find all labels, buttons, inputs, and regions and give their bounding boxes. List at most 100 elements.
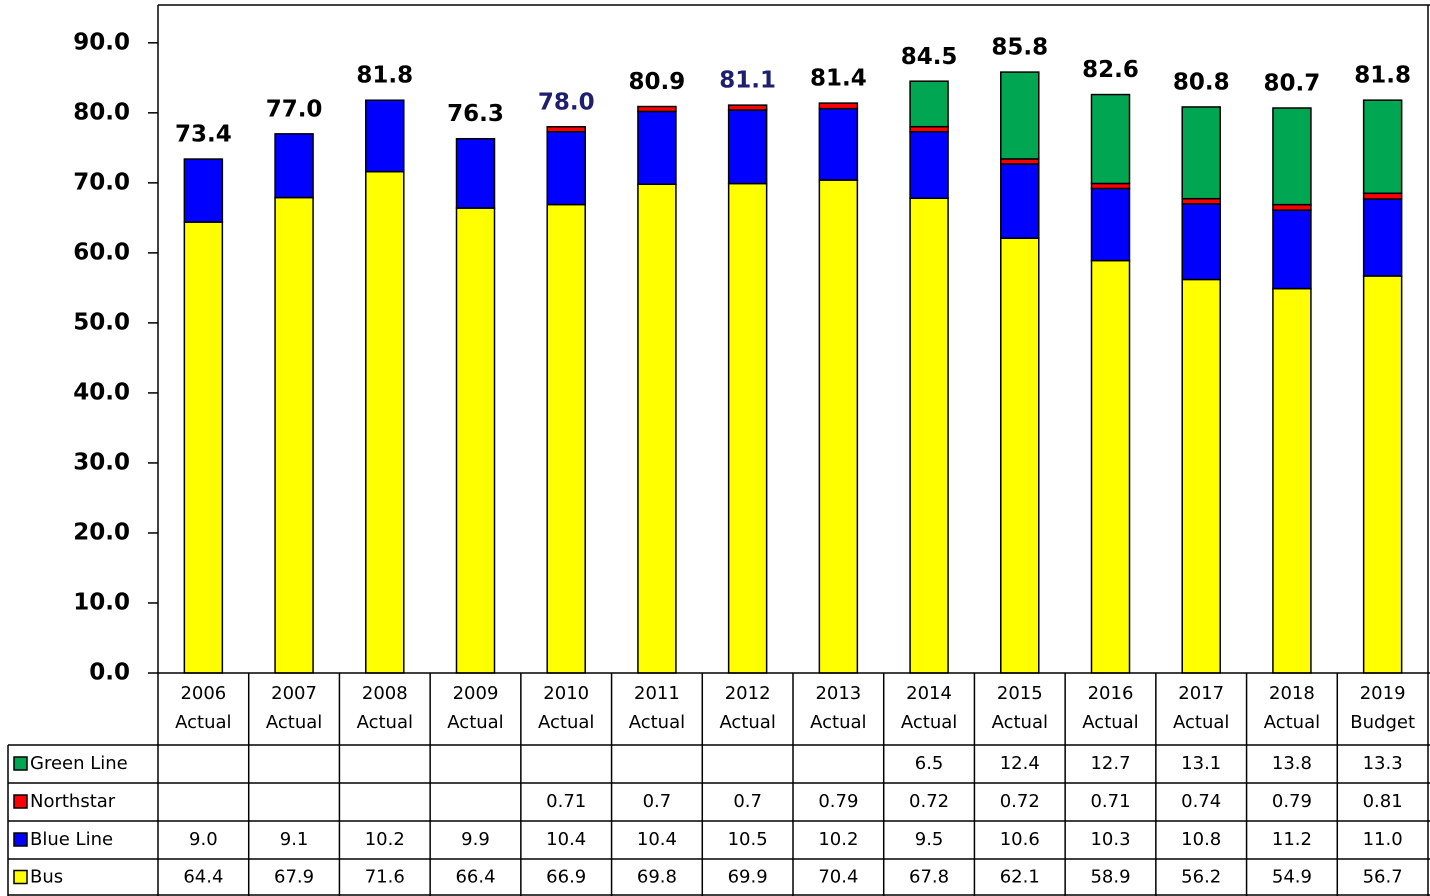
table-value: 9.9 [461,829,490,850]
bar-segment [1000,71,1040,160]
table-value: 54.9 [1272,867,1312,888]
x-tick-line: Actual [447,712,503,733]
table-value: 6.5 [915,753,944,774]
bar-segment [1272,203,1312,211]
x-tick-label: 2019 Budget [1350,683,1415,733]
bar-segment [637,110,677,186]
table-value: 56.7 [1363,867,1403,888]
x-tick-line: 2012 [725,683,771,704]
table-value: 70.4 [818,867,858,888]
table-value: 10.5 [728,829,768,850]
total-label: 81.1 [719,68,776,94]
table-value: 13.8 [1272,753,1312,774]
x-tick-line: 2007 [271,683,317,704]
x-tick-line: 2014 [906,683,952,704]
bar-segment [637,183,677,674]
table-value: 67.8 [909,867,949,888]
bar-segment [818,102,859,110]
table-value: 0.72 [909,791,949,812]
table-value: 0.79 [818,791,858,812]
y-tick-label: 80.0 [73,99,130,125]
table-value: 10.4 [637,829,677,850]
bar-segment [1181,203,1221,281]
total-label: 81.8 [1354,63,1411,89]
x-tick-line: 2010 [543,683,589,704]
table-value: 0.7 [733,791,762,812]
total-label: 84.5 [901,44,958,70]
x-tick-label: 2016 Actual [1082,683,1138,733]
legend-swatch [13,832,28,847]
y-tick-label: 0.0 [89,660,130,686]
x-tick-line: 2019 [1360,683,1406,704]
y-tick-label: 40.0 [73,379,130,405]
table-value: 67.9 [274,867,314,888]
x-tick-line: 2017 [1178,683,1224,704]
x-tick-line: Actual [901,712,957,733]
bar-segment [1000,158,1040,165]
table-value: 71.6 [365,867,405,888]
bar-segment [1362,192,1403,200]
table-value: 66.9 [546,867,586,888]
table-value: 10.6 [1000,829,1040,850]
x-tick-label: 2015 Actual [992,683,1048,733]
legend-swatch [13,869,28,885]
bar-segment [1272,107,1312,206]
bar-segment [455,207,496,674]
bar-segment [365,99,405,173]
bar-segment [909,80,949,128]
table-value: 12.4 [1000,753,1040,774]
legend-swatch [13,756,28,771]
x-tick-line: 2013 [815,683,861,704]
bar-segment [909,125,949,133]
total-label: 76.3 [447,101,504,127]
table-value: 0.79 [1272,791,1312,812]
bar-segment [1362,275,1403,674]
x-tick-label: 2008 Actual [357,683,413,733]
y-tick-label: 90.0 [73,29,130,55]
bar-segment [727,109,768,185]
x-tick-label: 2013 Actual [810,683,866,733]
x-tick-line: Actual [1264,712,1320,733]
bar-segment [909,130,949,200]
bar-segment [727,104,768,111]
x-tick-label: 2009 Actual [447,683,503,733]
x-tick-label: 2012 Actual [719,683,775,733]
bar-segment [1362,198,1403,277]
total-label: 80.8 [1173,70,1230,96]
y-tick-label: 20.0 [73,519,130,545]
x-tick-line: Actual [719,712,775,733]
table-value: 69.8 [637,867,677,888]
legend-swatch [13,794,28,809]
table-value: 11.2 [1272,829,1312,850]
total-label: 78.0 [538,89,595,115]
table-value: 9.1 [280,829,309,850]
table-value: 12.7 [1090,753,1130,774]
x-tick-label: 2014 Actual [901,683,957,733]
x-tick-line: 2016 [1088,683,1134,704]
table-value: 64.4 [183,867,223,888]
y-tick-label: 50.0 [73,309,130,335]
bar-segment [1000,163,1040,239]
bar-segment [818,179,859,674]
bar-segment [365,170,405,674]
x-tick-label: 2007 Actual [266,683,322,733]
bar-segment [727,182,768,674]
bar-segment [455,137,496,209]
bar-segment [1181,197,1221,205]
total-label: 80.7 [1264,70,1321,96]
total-label: 81.8 [356,63,413,89]
legend-label: Bus [30,867,63,888]
x-tick-line: Actual [629,712,685,733]
y-tick-label: 60.0 [73,239,130,265]
table-value: 10.8 [1181,829,1221,850]
total-label: 73.4 [175,122,232,148]
x-tick-line: 2018 [1269,683,1315,704]
legend-label: Blue Line [30,829,113,850]
x-tick-line: 2008 [362,683,408,704]
table-value: 0.71 [1090,791,1130,812]
bar-segment [637,105,677,113]
bar-segment [909,197,949,674]
x-tick-label: 2017 Actual [1173,683,1229,733]
bar-segment [1181,106,1221,200]
x-tick-line: 2009 [453,683,499,704]
